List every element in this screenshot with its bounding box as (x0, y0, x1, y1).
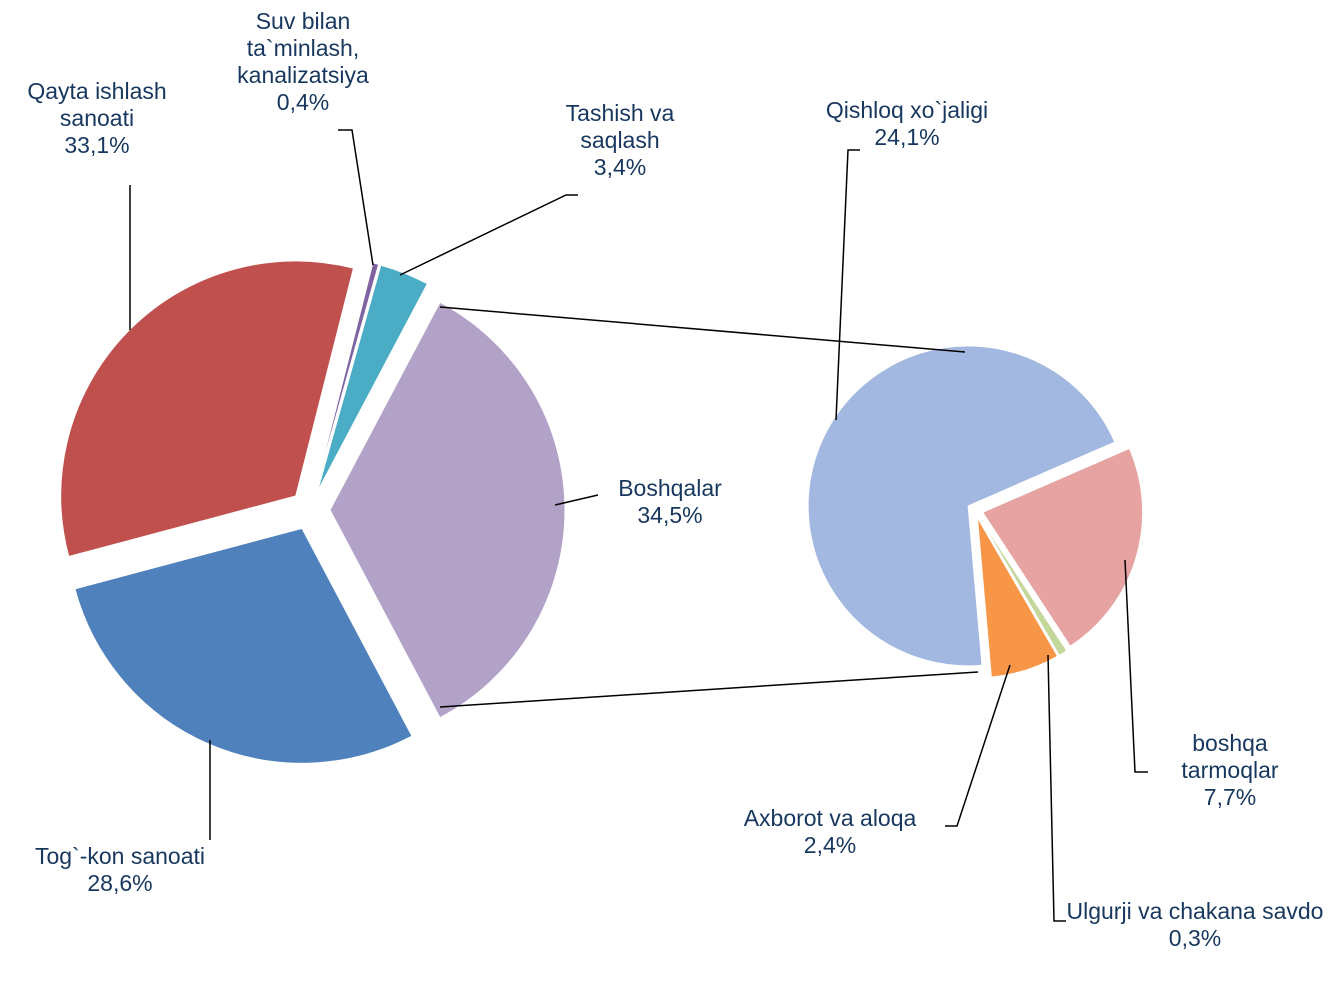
label-name: Boshqalar (618, 475, 722, 501)
slice-label: Boshqalar 34,5% (618, 475, 722, 529)
label-value: 0,4% (276, 89, 330, 115)
slice (978, 516, 1068, 656)
label-name: Ulgurji va chakana savdo (1066, 898, 1324, 924)
label-name: boshqa tarmoqlar (1181, 730, 1279, 783)
leader (835, 149, 860, 421)
label-value: 34,5% (637, 502, 703, 528)
slice (329, 301, 566, 719)
label-name: Tashish va saqlash (565, 100, 675, 153)
label-name: Tog`-kon sanoati (34, 843, 206, 869)
slice (981, 447, 1144, 647)
connector (439, 671, 979, 708)
leader (945, 664, 1011, 827)
label-value: 7,7% (1203, 784, 1257, 810)
slice-label: Axborot va aloqa 2,4% (710, 805, 950, 859)
label-name: Qayta ishlash sanoati (27, 78, 167, 131)
slice-label: Qishloq xo`jaligi 24,1% (787, 97, 1027, 151)
slice (976, 517, 1059, 678)
leader (1124, 559, 1148, 773)
label-name: Axborot va aloqa (743, 805, 917, 831)
connector (439, 306, 966, 353)
leader-lines (129, 129, 1148, 922)
leader (338, 129, 374, 266)
slice (74, 527, 413, 764)
slice-label: Tashish va saqlash 3,4% (540, 100, 700, 181)
slice-label: Tog`-kon sanoati 28,6% (0, 843, 240, 897)
label-value: 33,1% (64, 132, 130, 158)
slice (807, 345, 1116, 667)
label-value: 3,4% (593, 154, 647, 180)
label-name: Suv bilan ta`minlash, kanalizatsiya (237, 8, 369, 88)
leader (1047, 654, 1066, 922)
slice-label: Ulgurji va chakana savdo 0,3% (1060, 898, 1330, 952)
label-value: 2,4% (803, 832, 857, 858)
slice-label: boshqa tarmoqlar 7,7% (1155, 730, 1305, 811)
leader (554, 494, 599, 506)
label-value: 0,3% (1168, 925, 1222, 951)
label-value: 28,6% (87, 870, 153, 896)
slice (60, 260, 355, 558)
leader (399, 194, 578, 276)
slice-label: Qayta ishlash sanoati 33,1% (0, 78, 197, 159)
label-name: Qishloq xo`jaligi (825, 97, 989, 123)
slice-label: Suv bilan ta`minlash, kanalizatsiya 0,4% (208, 8, 398, 116)
label-value: 24,1% (874, 124, 940, 150)
